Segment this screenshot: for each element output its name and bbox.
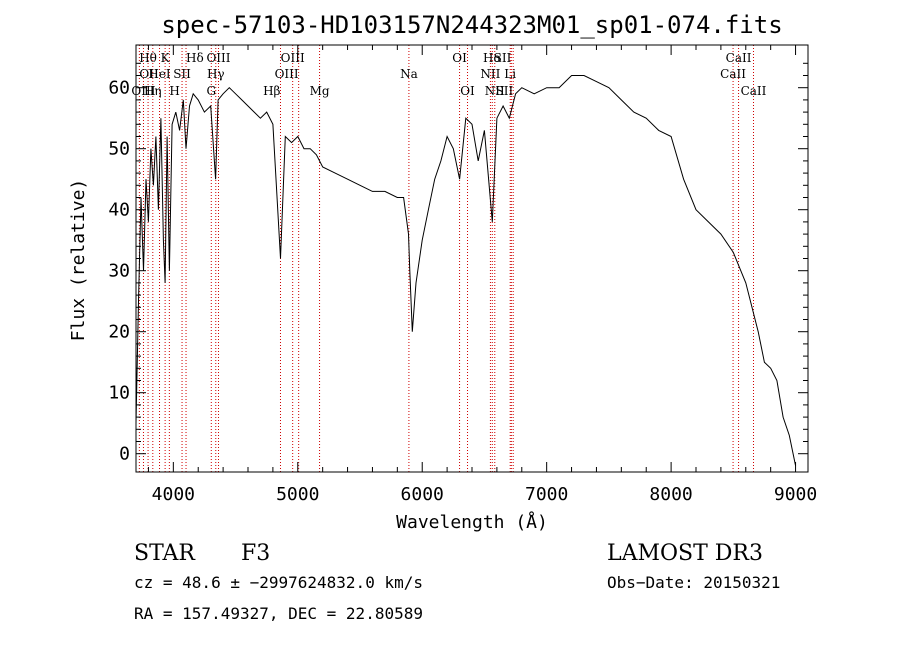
plot-frame — [135, 44, 809, 473]
line-marker-label: G — [206, 84, 216, 98]
x-tick-label: 8000 — [649, 484, 692, 505]
line-marker-label: OIII — [206, 51, 230, 65]
y-axis-label: Flux (relative) — [68, 179, 89, 342]
x-axis-label: Wavelength (Å) — [396, 511, 548, 533]
line-marker-label: CaII — [741, 84, 767, 98]
line-marker-label: NII — [485, 84, 505, 98]
x-axis-ticks: 4000 5000 6000 7000 8000 9000 — [147, 45, 817, 505]
y-tick-label: 20 — [108, 322, 130, 343]
line-marker-label: SII — [494, 51, 512, 65]
line-marker-label: Hα — [483, 51, 502, 65]
x-tick-label: 4000 — [152, 484, 195, 505]
y-tick-label: 0 — [119, 444, 130, 465]
line-marker-label: Hθ — [139, 51, 157, 65]
line-marker-label: HeI — [148, 67, 171, 81]
line-marker-label: Hη — [144, 84, 162, 98]
object-class: STAR — [134, 541, 196, 566]
y-axis-ticks: 0 10 20 30 40 50 60 — [108, 62, 808, 465]
y-tick-label: 40 — [108, 200, 130, 221]
line-marker-label: Na — [400, 67, 418, 81]
line-marker-label: Hδ — [186, 51, 204, 65]
x-tick-label: 7000 — [525, 484, 568, 505]
line-marker-label: OI — [460, 84, 475, 98]
y-tick-label: 60 — [108, 78, 130, 99]
y-tick-label: 30 — [108, 261, 130, 282]
spectrum-line — [135, 75, 797, 467]
ra-dec-coordinates: RA = 157.49327, DEC = 22.80589 — [134, 604, 423, 623]
line-marker-label: H — [169, 84, 179, 98]
x-tick-label: 9000 — [774, 484, 817, 505]
line-marker-label: SII — [173, 67, 191, 81]
line-marker-label: OI — [452, 51, 467, 65]
redshift-velocity: cz = 48.6 ± −2997624832.0 km/s — [134, 573, 423, 592]
line-marker-label: SII — [495, 84, 513, 98]
object-subclass: F3 — [241, 541, 270, 566]
y-tick-label: 10 — [108, 383, 130, 404]
line-marker-label: Hβ — [263, 84, 280, 98]
chart-title: spec-57103-HD103157N244323M01_sp01-074.f… — [161, 11, 782, 39]
y-tick-label: 50 — [108, 139, 130, 160]
survey-name: LAMOST DR3 — [607, 541, 763, 566]
spectral-line-markers — [138, 45, 754, 472]
line-marker-label: OIII — [275, 67, 299, 81]
x-tick-label: 5000 — [276, 484, 319, 505]
line-marker-label: NII — [480, 67, 500, 81]
line-marker-label: Hγ — [207, 67, 225, 81]
observation-date: Obs−Date: 20150321 — [607, 573, 780, 592]
line-marker-label: Li — [504, 67, 516, 81]
line-marker-label: OIII — [281, 51, 305, 65]
line-marker-label: K — [161, 51, 171, 65]
x-tick-label: 6000 — [401, 484, 444, 505]
line-marker-label: Mg — [310, 84, 330, 98]
line-marker-label: OII — [139, 67, 159, 81]
line-marker-label: CaII — [720, 67, 746, 81]
line-marker-label: CaII — [726, 51, 752, 65]
